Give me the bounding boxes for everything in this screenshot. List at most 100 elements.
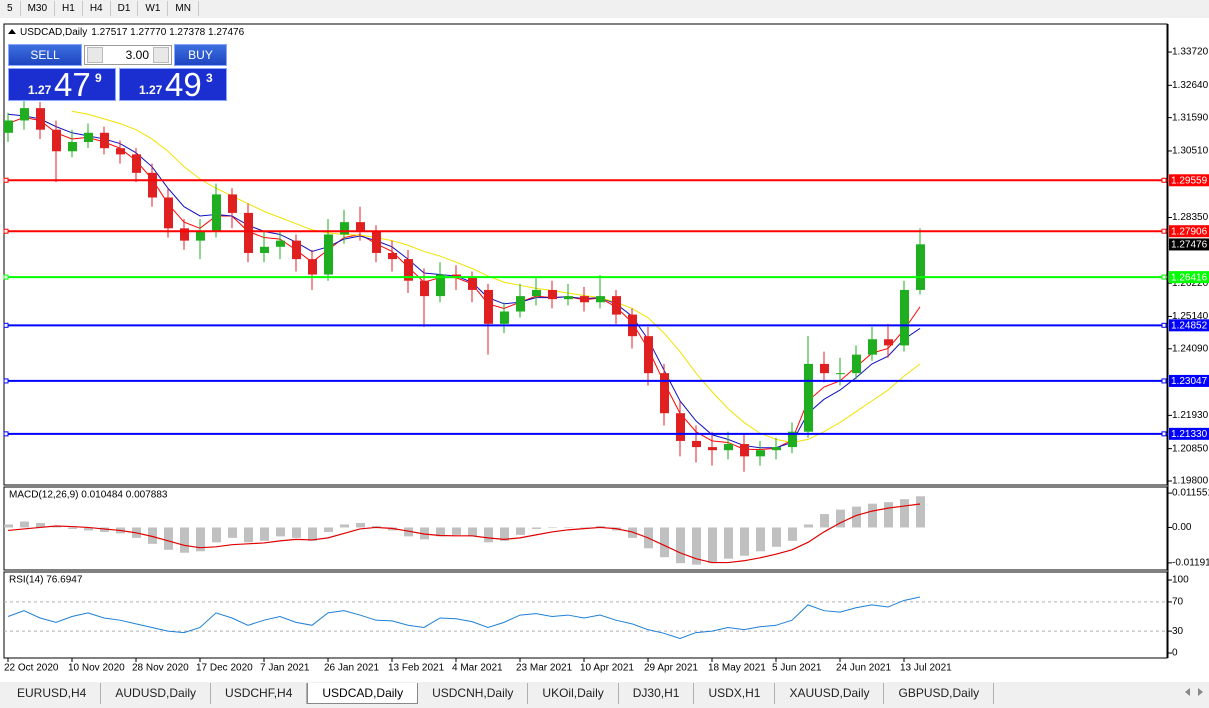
timeframe-button[interactable]: MN [168, 1, 199, 16]
candle-body [596, 296, 605, 303]
timeframe-button[interactable]: H4 [83, 1, 111, 16]
macd-bar [692, 527, 701, 565]
chart-tab[interactable]: AUDUSD,Daily [101, 683, 212, 704]
level-label-box [1169, 427, 1209, 440]
y-tick-label: 0.00 [1172, 522, 1192, 533]
candle-body [356, 222, 365, 232]
candle-body [852, 354, 861, 374]
chart-background [0, 18, 1209, 682]
candle-body [324, 234, 333, 275]
price-fraction: 9 [95, 71, 102, 85]
macd-bar [52, 525, 61, 528]
rsi-line [7, 596, 921, 639]
moving-average [7, 116, 921, 451]
y-tick-label: 30 [1172, 626, 1184, 637]
level-handle [1161, 274, 1167, 280]
macd-bar [276, 527, 285, 537]
chart-tab[interactable]: USDCHF,H4 [211, 683, 308, 704]
chart-tab[interactable]: GBPUSD,Daily [884, 683, 995, 704]
y-tick-label: 70 [1172, 597, 1184, 608]
sell-button[interactable]: SELL [8, 44, 82, 66]
candle-body [36, 108, 45, 130]
x-tick-label: 18 May 2021 [708, 663, 766, 674]
level-label-box [1169, 225, 1209, 238]
macd-bar [708, 527, 717, 564]
y-tick-label: 0 [1172, 648, 1178, 659]
candle-body [292, 240, 301, 260]
candle-body [676, 413, 685, 441]
macd-bar [484, 527, 493, 543]
candle-body [244, 212, 253, 253]
level-handle [3, 378, 9, 384]
price-fraction: 3 [206, 71, 213, 85]
level-handle [3, 431, 9, 437]
y-tick-label: 0.011551 [1172, 488, 1209, 499]
macd-bar [788, 527, 797, 541]
macd-bar [100, 527, 109, 532]
level-label: 1.21330 [1171, 429, 1208, 440]
volume-down[interactable] [87, 47, 103, 63]
pane-frame [3, 571, 1168, 659]
timeframe-button[interactable]: M30 [21, 1, 56, 16]
buy-button[interactable]: BUY [174, 44, 227, 66]
level-handle [3, 228, 9, 234]
chart-tab[interactable]: USDCAD,Daily [307, 683, 419, 704]
volume-input[interactable]: 3.00 [84, 45, 172, 65]
level-handle [1161, 228, 1167, 234]
macd-bar [852, 506, 861, 528]
macd-bar [836, 509, 845, 528]
candle-body [740, 444, 749, 457]
chart-tab[interactable]: XAUUSD,Daily [775, 683, 885, 704]
x-tick-label: 13 Jul 2021 [900, 663, 952, 674]
candle-body [468, 277, 477, 290]
chart-tab[interactable]: DJ30,H1 [619, 683, 695, 704]
macd-bar [532, 527, 541, 529]
x-tick-label: 22 Oct 2020 [4, 663, 59, 674]
macd-bar [164, 527, 173, 550]
x-tick-label: 29 Apr 2021 [644, 663, 698, 674]
candle-body [308, 259, 317, 275]
ask-price[interactable]: 1.27 49 3 [119, 66, 227, 103]
level-label: 1.26416 [1171, 272, 1208, 283]
macd-bar [340, 524, 349, 528]
macd-bar [68, 527, 77, 529]
candle-body [164, 197, 173, 229]
y-tick-label: 1.26220 [1172, 278, 1209, 289]
level-handle [1161, 431, 1167, 437]
timeframe-button[interactable]: 5 [0, 1, 21, 16]
chart-tab[interactable]: USDCNH,Daily [418, 683, 529, 704]
volume-value: 3.00 [125, 48, 149, 62]
candle-body [788, 431, 797, 448]
timeframe-button[interactable]: D1 [111, 1, 139, 16]
chart-tab[interactable]: UKOil,Daily [528, 683, 619, 704]
macd-bar [772, 527, 781, 547]
candle-body [116, 148, 125, 155]
candle-body [532, 289, 541, 297]
chart-tab[interactable]: USDX,H1 [694, 683, 776, 704]
macd-bar [660, 527, 669, 558]
level-label-box [1169, 319, 1209, 332]
timeframe-button[interactable]: W1 [138, 1, 169, 16]
x-tick-label: 26 Jan 2021 [324, 663, 379, 674]
macd-bar [196, 527, 205, 552]
one-click-trading-panel: SELL 3.00 BUY 1.27 47 9 1.27 49 3 [8, 44, 227, 103]
macd-bar [404, 527, 413, 537]
signal-line [7, 503, 921, 564]
volume-up[interactable] [153, 47, 169, 63]
candle-body [452, 274, 461, 278]
x-tick-label: 24 Jun 2021 [836, 663, 891, 674]
macd-bar [292, 527, 301, 538]
timeframe-button[interactable]: H1 [55, 1, 83, 16]
candle-body [484, 289, 493, 324]
bid-price[interactable]: 1.27 47 9 [8, 66, 116, 103]
candle-body [564, 296, 573, 300]
macd-bar [436, 527, 445, 537]
y-tick-label: 1.21930 [1172, 410, 1209, 421]
macd-bar [84, 527, 93, 531]
level-label: 1.23047 [1171, 376, 1208, 387]
macd-bar [596, 525, 605, 528]
chart-tab[interactable]: EURUSD,H4 [3, 683, 102, 704]
level-handle [3, 322, 9, 328]
macd-bar [564, 527, 573, 528]
candle-body [724, 444, 733, 451]
